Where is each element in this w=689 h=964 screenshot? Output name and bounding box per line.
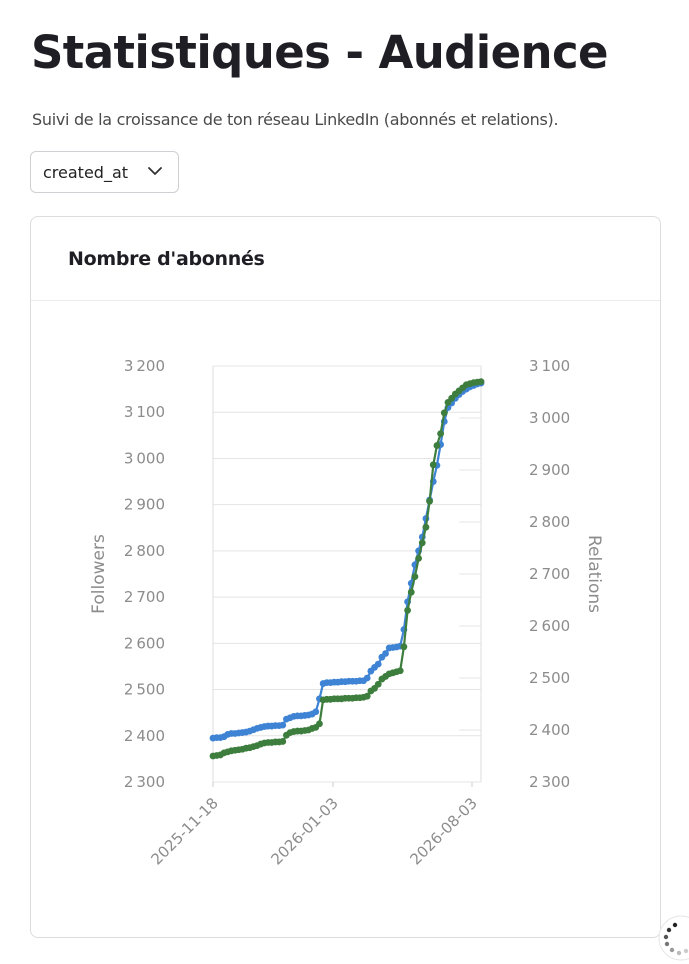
right-axis-title: Relations [584,535,604,613]
card-header: Nombre d'abonnés [31,217,660,301]
right-tick-label: 2 600 [529,617,570,635]
data-point-followers [374,660,382,668]
data-point-relations [477,378,485,385]
data-point-relations [418,539,426,547]
data-point-relations [415,555,422,562]
x-tick-label: 2026-08-03 [406,794,480,868]
followers-chart: 2 300 2 400 2 500 2 600 2 700 2 800 2 900 3 000… [89,357,604,868]
card-title: Nombre d'abonnés [68,248,265,270]
left-tick-label: 2 600 [124,634,165,652]
chart-card: Nombre d'abonnés 2 300 2 400 2 500 2 600 2 7… [30,216,661,938]
right-tick-label: 3 100 [529,357,570,375]
data-point-relations [422,523,430,531]
left-tick-label: 2 300 [124,773,165,791]
select-value: created_at [43,162,129,182]
right-tick-label: 2 700 [529,565,570,583]
data-point-followers [312,708,320,716]
page-subtitle: Suivi de la croissance de ton réseau Lin… [32,110,559,129]
data-point-relations [429,461,437,469]
data-point-relations [400,643,408,651]
left-tick-label: 3 000 [124,449,165,467]
right-tick-label: 2 400 [529,721,570,739]
right-tick-label: 3 000 [529,409,570,427]
left-tick-label: 2 700 [124,588,165,606]
data-point-relations [374,680,382,688]
data-point-relations [437,430,445,437]
right-tick-label: 2 500 [529,669,570,687]
x-tick-label: 2025-11-18 [147,794,221,868]
data-point-relations [396,667,404,675]
data-point-relations [363,692,371,700]
data-point-relations [316,720,323,728]
data-point-relations [404,607,411,614]
left-tick-label: 2 500 [124,681,165,699]
data-point-followers [279,721,287,729]
data-point-relations [426,497,434,505]
left-tick-label: 2 400 [124,727,165,745]
chevron-down-icon [148,167,162,175]
left-axis-title: Followers [89,534,109,614]
data-point-relations [411,573,419,580]
page-title: Statistiques - Audience [31,26,609,79]
date-field-select[interactable]: created_at [30,151,179,193]
data-point-relations [279,738,287,745]
right-tick-label: 2 800 [529,513,570,531]
data-point-relations [407,588,415,596]
loading-spinner-icon [658,915,689,961]
left-tick-label: 2 900 [124,496,165,514]
x-tick-label: 2026-01-03 [267,794,341,868]
right-tick-label: 2 900 [529,461,570,479]
data-point-followers [363,674,371,682]
data-point-relations [433,442,441,449]
right-tick-label: 2 300 [529,773,570,791]
left-tick-label: 2 800 [124,542,165,560]
left-tick-label: 3 100 [124,403,165,421]
left-tick-label: 3 200 [124,357,165,375]
data-point-followers [382,650,389,657]
data-point-relations [440,409,448,417]
